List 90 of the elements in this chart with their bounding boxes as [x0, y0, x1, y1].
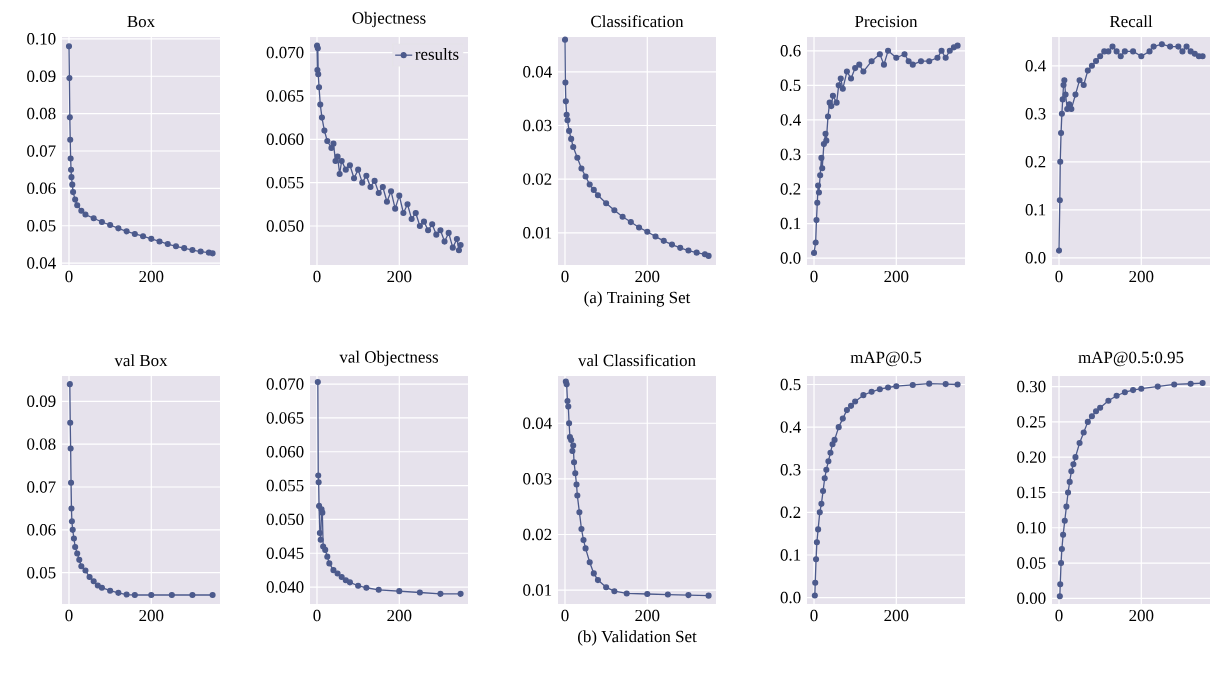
- x-tick-label: 200: [884, 609, 909, 622]
- y-tick-label: 0.1: [1025, 204, 1046, 216]
- y-tick-label: 0.01: [523, 584, 552, 596]
- y-tick-label: 0.1: [780, 217, 801, 230]
- y-tick-label: 0.055: [266, 479, 304, 492]
- chart-title: Recall: [1109, 15, 1153, 28]
- y-tick-label: 0.10: [27, 33, 56, 45]
- y-tick-label: 0.10: [1017, 522, 1046, 534]
- y-tick-label: 0.20: [1017, 451, 1046, 463]
- text: (a) Training Set: [584, 291, 691, 307]
- x-tick-label: 0: [313, 270, 321, 283]
- y-tick-label: 0.02: [523, 528, 552, 541]
- x-tick-label: 0: [65, 609, 73, 622]
- x-tick-label: 0: [561, 609, 569, 622]
- x-tick-label: 200: [635, 609, 660, 622]
- x-tick-label: 0: [1055, 270, 1063, 283]
- y-tick-label: 0.09: [27, 70, 56, 82]
- y-tick-label: 0.03: [523, 119, 552, 132]
- y-tick-label: 0.2: [1025, 156, 1046, 168]
- chart-title: mAP@0.5: [850, 351, 922, 367]
- y-tick-label: 0.5: [780, 378, 801, 391]
- y-tick-label: 0.065: [266, 412, 304, 424]
- x-tick-label: 200: [884, 270, 909, 283]
- y-tick-label: 0.07: [27, 145, 56, 157]
- y-tick-label: 0.08: [27, 438, 56, 450]
- y-tick-label: 0.04: [523, 417, 552, 430]
- y-tick-label: 0.05: [1017, 557, 1046, 569]
- text: (b) Validation Set: [578, 630, 697, 646]
- x-tick-label: 200: [1129, 609, 1154, 622]
- x-tick-label: 200: [1129, 270, 1154, 283]
- y-tick-label: 0.15: [1017, 486, 1046, 499]
- x-tick-label: 200: [139, 270, 164, 283]
- y-tick-label: 0.070: [266, 46, 304, 59]
- x-tick-label: 200: [387, 270, 412, 283]
- y-tick-label: 0.1: [780, 549, 801, 561]
- chart-title: Precision: [854, 15, 918, 28]
- y-tick-label: 0.0: [1025, 252, 1046, 264]
- chart-title: mAP@0.5:0.95: [1078, 351, 1184, 367]
- x-tick-label: 0: [65, 270, 73, 283]
- y-tick-label: 0.060: [266, 133, 304, 146]
- y-tick-label: 0.3: [1025, 108, 1046, 120]
- y-tick-label: 0.2: [780, 506, 801, 519]
- y-tick-label: 0.040: [266, 581, 304, 593]
- y-tick-label: 0.01: [523, 227, 552, 239]
- y-tick-label: 0.25: [1017, 416, 1046, 428]
- chart-title: Classification: [591, 15, 684, 28]
- y-tick-label: 0.3: [780, 148, 801, 161]
- y-tick-label: 0.050: [266, 220, 304, 232]
- y-tick-label: 0.4: [1025, 60, 1046, 72]
- y-tick-label: 0.060: [266, 446, 304, 458]
- y-tick-label: 0.0: [780, 591, 801, 604]
- y-tick-label: 0.065: [266, 90, 304, 102]
- y-tick-label: 0.4: [780, 114, 801, 126]
- x-tick-label: 0: [1055, 609, 1063, 622]
- y-tick-label: 0.03: [523, 473, 552, 485]
- y-tick-label: 0.05: [27, 566, 56, 579]
- y-tick-label: 0.05: [27, 220, 56, 232]
- y-tick-label: 0.08: [27, 107, 56, 120]
- x-tick-label: 0: [810, 609, 818, 622]
- y-tick-label: 0.0: [780, 252, 801, 264]
- y-tick-label: 0.2: [780, 183, 801, 195]
- y-tick-label: 0.5: [780, 79, 801, 92]
- y-tick-label: 0.4: [780, 421, 801, 433]
- chart-title: val Box: [114, 354, 168, 367]
- y-tick-label: 0.050: [266, 513, 304, 526]
- legend-label: results: [415, 48, 459, 60]
- x-tick-label: 0: [810, 270, 818, 283]
- y-tick-label: 0.30: [1017, 380, 1046, 393]
- chart-title: val Classification: [577, 354, 696, 367]
- y-tick-label: 0.07: [27, 481, 56, 493]
- x-tick-label: 200: [387, 609, 412, 622]
- x-tick-label: 0: [561, 270, 569, 283]
- y-tick-label: 0.02: [523, 173, 552, 185]
- y-tick-label: 0.06: [27, 524, 56, 536]
- y-tick-label: 0.070: [266, 378, 304, 390]
- chart-title: val Objectness: [339, 350, 439, 367]
- x-tick-label: 200: [139, 609, 164, 622]
- y-tick-label: 0.055: [266, 176, 304, 189]
- y-tick-label: 0.06: [27, 182, 56, 195]
- chart-title: Objectness: [352, 11, 426, 28]
- y-tick-label: 0.00: [1017, 592, 1046, 605]
- y-tick-label: 0.3: [780, 464, 801, 476]
- x-tick-label: 0: [313, 609, 321, 622]
- x-tick-label: 200: [635, 270, 660, 283]
- y-tick-label: 0.045: [266, 547, 304, 559]
- y-tick-label: 0.04: [523, 66, 552, 78]
- y-tick-label: 0.09: [27, 395, 56, 408]
- chart-title: Box: [127, 15, 155, 28]
- y-tick-label: 0.6: [780, 45, 801, 57]
- y-tick-label: 0.04: [27, 257, 56, 269]
